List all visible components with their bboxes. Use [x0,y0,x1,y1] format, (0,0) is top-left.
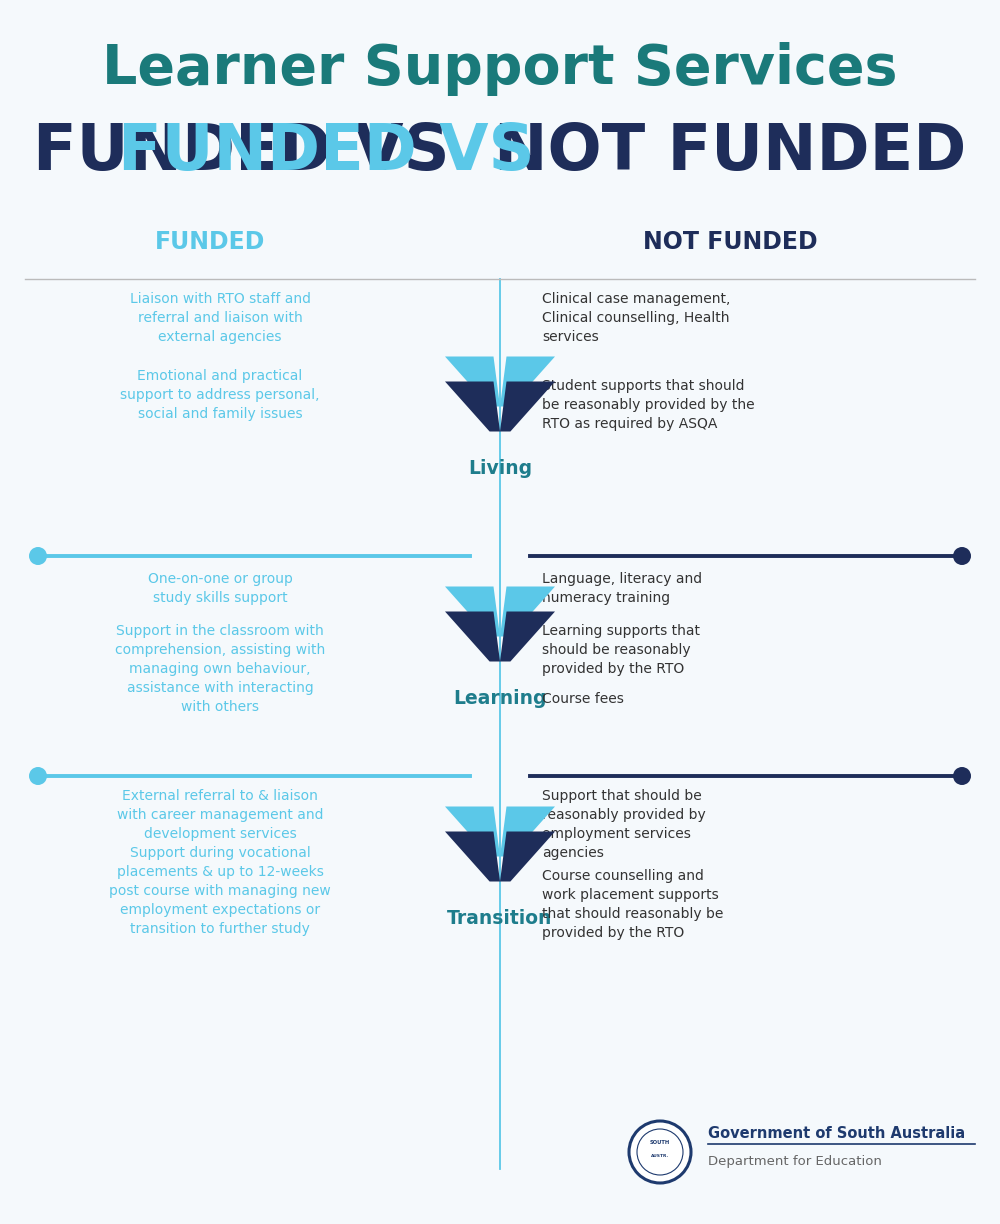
Text: Living: Living [468,459,532,479]
Text: Department for Education: Department for Education [708,1155,882,1169]
Text: Course counselling and
work placement supports
that should reasonably be
provide: Course counselling and work placement su… [542,869,723,940]
Polygon shape [445,612,500,661]
Circle shape [953,547,971,565]
Text: Emotional and practical
support to address personal,
social and family issues: Emotional and practical support to addre… [120,368,320,421]
Polygon shape [445,382,500,432]
Circle shape [629,1121,691,1184]
Text: Support that should be
reasonably provided by
employment services
agencies: Support that should be reasonably provid… [542,789,706,859]
Text: One-on-one or group
study skills support: One-on-one or group study skills support [148,572,292,605]
Text: Support in the classroom with
comprehension, assisting with
managing own behavio: Support in the classroom with comprehens… [115,624,325,714]
Polygon shape [500,612,555,661]
Circle shape [953,767,971,785]
Text: Language, literacy and
numeracy training: Language, literacy and numeracy training [542,572,702,605]
Polygon shape [500,382,555,432]
Polygon shape [500,356,555,406]
Polygon shape [445,807,500,857]
Text: Learning supports that
should be reasonably
provided by the RTO: Learning supports that should be reasona… [542,624,700,676]
Text: Support during vocational
placements & up to 12-weeks
post course with managing : Support during vocational placements & u… [109,846,331,936]
Text: FUNDED VS  NOT FUNDED: FUNDED VS NOT FUNDED [33,121,967,184]
Text: FUNDED VS: FUNDED VS [118,121,534,184]
Text: Learner Support Services: Learner Support Services [102,42,898,95]
Polygon shape [500,807,555,857]
Text: Liaison with RTO staff and
referral and liaison with
external agencies: Liaison with RTO staff and referral and … [130,293,310,344]
Circle shape [29,767,47,785]
Circle shape [637,1129,683,1175]
Polygon shape [500,831,555,881]
Text: AUSTR.: AUSTR. [651,1154,669,1158]
Polygon shape [445,586,500,636]
Text: FUNDED: FUNDED [155,230,265,255]
Text: Learning: Learning [453,689,547,709]
Text: Transition: Transition [447,909,553,929]
Text: Government of South Australia: Government of South Australia [708,1126,965,1142]
Text: External referral to & liaison
with career management and
development services: External referral to & liaison with care… [117,789,323,841]
Text: NOT FUNDED: NOT FUNDED [643,230,817,255]
Polygon shape [445,356,500,406]
Polygon shape [500,586,555,636]
Text: SOUTH: SOUTH [650,1141,670,1146]
Text: Clinical case management,
Clinical counselling, Health
services: Clinical case management, Clinical couns… [542,293,730,344]
Text: Student supports that should
be reasonably provided by the
RTO as required by AS: Student supports that should be reasonab… [542,379,755,431]
Text: Course fees: Course fees [542,692,624,706]
Polygon shape [445,831,500,881]
Circle shape [29,547,47,565]
